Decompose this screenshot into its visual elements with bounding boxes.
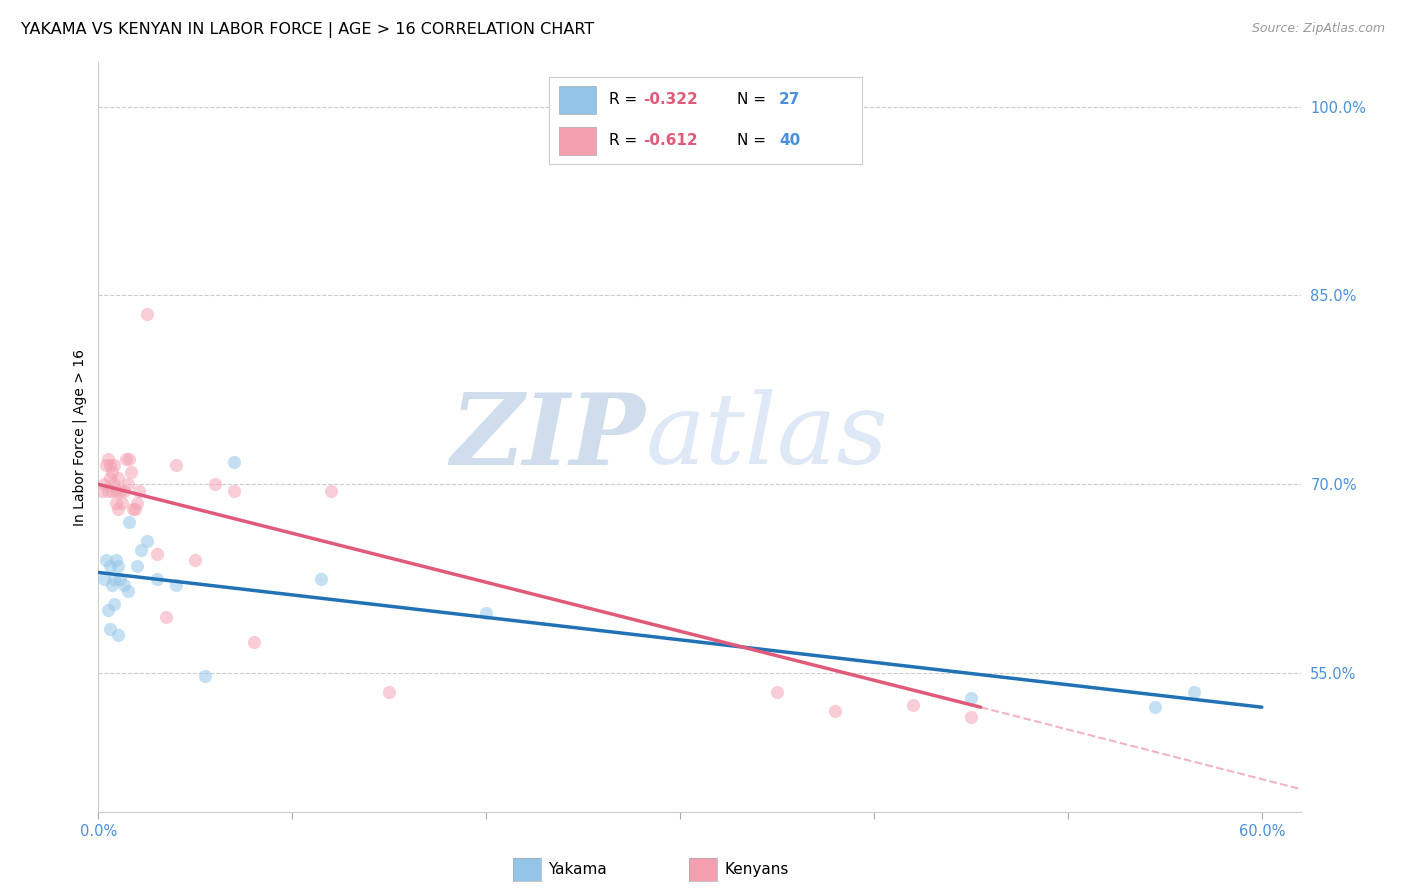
Point bbox=[127, 559, 149, 574]
Point bbox=[107, 628, 129, 642]
Point bbox=[112, 483, 135, 498]
Point bbox=[93, 477, 115, 491]
Point bbox=[117, 584, 139, 599]
Point bbox=[96, 553, 118, 567]
Point bbox=[165, 458, 187, 473]
Point bbox=[145, 547, 167, 561]
Point bbox=[91, 483, 114, 498]
Point bbox=[242, 634, 264, 648]
Point bbox=[1182, 685, 1205, 699]
Point bbox=[194, 669, 217, 683]
Point bbox=[97, 483, 120, 498]
Point bbox=[98, 471, 121, 485]
Text: YAKAMA VS KENYAN IN LABOR FORCE | AGE > 16 CORRELATION CHART: YAKAMA VS KENYAN IN LABOR FORCE | AGE > … bbox=[21, 22, 595, 38]
Point bbox=[101, 465, 124, 479]
Text: Yakama: Yakama bbox=[548, 863, 607, 877]
Point bbox=[224, 483, 246, 498]
Point bbox=[103, 572, 125, 586]
Point bbox=[118, 452, 141, 467]
Point bbox=[103, 597, 125, 611]
Point bbox=[165, 578, 187, 592]
Point bbox=[204, 477, 226, 491]
Point bbox=[104, 496, 127, 510]
Point bbox=[108, 483, 131, 498]
Point bbox=[104, 553, 127, 567]
Text: Source: ZipAtlas.com: Source: ZipAtlas.com bbox=[1251, 22, 1385, 36]
Text: atlas: atlas bbox=[645, 390, 889, 484]
Point bbox=[93, 572, 115, 586]
Point bbox=[104, 483, 127, 498]
Point bbox=[98, 622, 121, 636]
Y-axis label: In Labor Force | Age > 16: In Labor Force | Age > 16 bbox=[73, 349, 87, 525]
Point bbox=[319, 483, 342, 498]
Point bbox=[129, 542, 152, 557]
Text: ZIP: ZIP bbox=[450, 389, 645, 485]
Point bbox=[1144, 700, 1167, 714]
Point bbox=[960, 691, 983, 706]
Point bbox=[97, 452, 120, 467]
Point bbox=[135, 307, 157, 321]
Point bbox=[107, 471, 129, 485]
Point bbox=[118, 515, 141, 529]
Point bbox=[311, 572, 333, 586]
Point bbox=[103, 477, 125, 491]
Point bbox=[960, 710, 983, 724]
Point bbox=[128, 483, 150, 498]
Point bbox=[98, 559, 121, 574]
Point bbox=[135, 533, 157, 548]
Point bbox=[124, 502, 146, 516]
Point bbox=[766, 685, 789, 699]
Point bbox=[475, 606, 498, 620]
Point bbox=[101, 578, 124, 592]
Point bbox=[97, 603, 120, 617]
Point bbox=[122, 502, 145, 516]
Text: Kenyans: Kenyans bbox=[724, 863, 789, 877]
Point bbox=[378, 685, 401, 699]
Point bbox=[824, 704, 846, 718]
Point bbox=[120, 465, 142, 479]
Point bbox=[901, 698, 924, 712]
Point bbox=[96, 458, 118, 473]
Point bbox=[112, 578, 135, 592]
Point bbox=[114, 452, 136, 467]
Point bbox=[107, 559, 129, 574]
Point bbox=[101, 483, 124, 498]
Point bbox=[107, 502, 129, 516]
Point bbox=[127, 496, 149, 510]
Point bbox=[155, 609, 177, 624]
Point bbox=[224, 455, 246, 469]
Point bbox=[117, 477, 139, 491]
Point bbox=[98, 458, 121, 473]
Point bbox=[145, 572, 167, 586]
Point bbox=[108, 572, 131, 586]
Point bbox=[111, 496, 134, 510]
Point bbox=[103, 458, 125, 473]
Point bbox=[184, 553, 207, 567]
